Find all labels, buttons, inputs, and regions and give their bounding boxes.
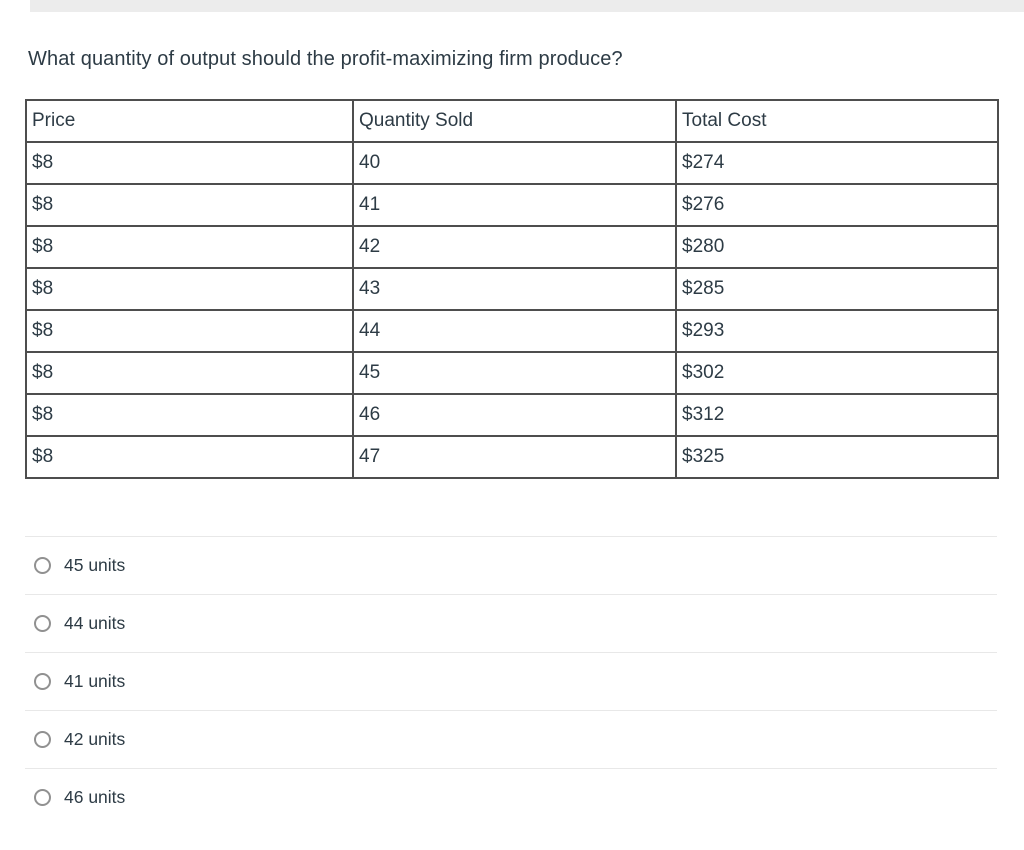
table-row: $8 44 $293 <box>25 309 999 353</box>
answer-option[interactable]: 45 units <box>25 536 997 594</box>
answer-option[interactable]: 46 units <box>25 768 997 826</box>
table-cell: $8 <box>25 309 354 353</box>
table-row: $8 46 $312 <box>25 393 999 437</box>
table-cell: 42 <box>352 225 677 269</box>
radio-button-icon[interactable] <box>34 673 51 690</box>
table-cell: $280 <box>675 225 999 269</box>
table-cell: 46 <box>352 393 677 437</box>
table-row: $8 45 $302 <box>25 351 999 395</box>
table-row: $8 40 $274 <box>25 141 999 185</box>
answer-option[interactable]: 42 units <box>25 710 997 768</box>
table-cell: $302 <box>675 351 999 395</box>
table-row: $8 47 $325 <box>25 435 999 479</box>
table-cell: $8 <box>25 351 354 395</box>
answer-options-group: 45 units 44 units 41 units 42 units 46 u… <box>25 536 997 826</box>
table-cell: 41 <box>352 183 677 227</box>
table-cell: $276 <box>675 183 999 227</box>
table-header-cell: Quantity Sold <box>352 99 677 143</box>
table-row: $8 41 $276 <box>25 183 999 227</box>
answer-option-label: 46 units <box>64 787 126 807</box>
radio-button-icon[interactable] <box>34 731 51 748</box>
table-cell: $293 <box>675 309 999 353</box>
table-cell: $274 <box>675 141 999 185</box>
table-cell: $325 <box>675 435 999 479</box>
radio-button-icon[interactable] <box>34 615 51 632</box>
question-text: What quantity of output should the profi… <box>28 48 623 70</box>
table-row: $8 42 $280 <box>25 225 999 269</box>
price-quantity-cost-table: Price Quantity Sold Total Cost $8 40 $274 $8 4… <box>25 99 999 479</box>
table-cell: $285 <box>675 267 999 311</box>
table-cell: $8 <box>25 183 354 227</box>
table-cell: 43 <box>352 267 677 311</box>
table-cell: $8 <box>25 225 354 269</box>
table-header-cell: Price <box>25 99 354 143</box>
table-cell: 47 <box>352 435 677 479</box>
table-cell: $8 <box>25 393 354 437</box>
table-cell: $8 <box>25 141 354 185</box>
answer-option-label: 41 units <box>64 671 126 691</box>
answer-option-label: 44 units <box>64 613 126 633</box>
table-cell: 44 <box>352 309 677 353</box>
table-header-row: Price Quantity Sold Total Cost <box>25 99 999 143</box>
answer-option[interactable]: 41 units <box>25 652 997 710</box>
table-row: $8 43 $285 <box>25 267 999 311</box>
table-cell: $8 <box>25 435 354 479</box>
table-cell: 40 <box>352 141 677 185</box>
radio-button-icon[interactable] <box>34 789 51 806</box>
top-bar <box>30 0 1024 12</box>
table-cell: $312 <box>675 393 999 437</box>
table-cell: 45 <box>352 351 677 395</box>
answer-option[interactable]: 44 units <box>25 594 997 652</box>
answer-option-label: 45 units <box>64 555 126 575</box>
answer-option-label: 42 units <box>64 729 126 749</box>
table-cell: $8 <box>25 267 354 311</box>
table-header-cell: Total Cost <box>675 99 999 143</box>
radio-button-icon[interactable] <box>34 557 51 574</box>
